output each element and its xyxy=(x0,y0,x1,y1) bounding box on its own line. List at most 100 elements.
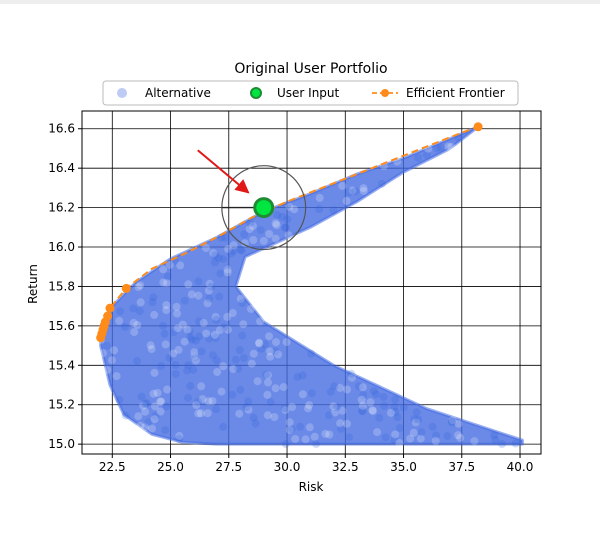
alternative-point xyxy=(338,181,347,190)
frontier-point xyxy=(105,303,115,313)
alternative-point xyxy=(186,382,195,390)
alternative-point xyxy=(202,329,211,338)
alternative-point xyxy=(163,385,172,394)
alternative-point xyxy=(180,296,189,305)
alternative-point xyxy=(337,424,345,433)
alternative-point xyxy=(315,193,324,202)
alternative-point xyxy=(216,269,225,278)
alternative-point xyxy=(212,405,221,414)
alternative-point xyxy=(448,417,457,426)
alternative-point xyxy=(151,412,160,420)
alternative-point xyxy=(271,347,280,356)
alternative-point xyxy=(283,215,292,224)
alternative-point xyxy=(157,397,166,406)
alternative-point xyxy=(238,299,247,307)
alternative-point xyxy=(169,349,178,358)
top-strip xyxy=(0,0,600,4)
alternative-point xyxy=(416,434,425,443)
alternative-point xyxy=(330,382,339,391)
alternative-point xyxy=(247,359,256,368)
alternative-point xyxy=(386,408,395,417)
alternative-point xyxy=(149,293,158,302)
alternative-point xyxy=(329,402,338,411)
alternative-point xyxy=(301,435,310,444)
alternative-point xyxy=(165,260,174,269)
alternative-point xyxy=(368,406,377,415)
alternative-point xyxy=(136,421,145,430)
alternative-point xyxy=(227,249,236,258)
alternative-point xyxy=(246,304,255,313)
alternative-point xyxy=(273,210,282,219)
alternative-point xyxy=(345,433,353,442)
alternative-point xyxy=(298,371,307,380)
alternative-point xyxy=(231,355,240,364)
alternative-point xyxy=(223,264,232,273)
alternative-point xyxy=(265,347,274,356)
alternative-point xyxy=(412,408,421,417)
alternative-point xyxy=(431,437,440,445)
alternative-point xyxy=(330,408,339,417)
alternative-point xyxy=(150,415,159,424)
alternative-point xyxy=(135,307,144,316)
y-tick-label: 15.2 xyxy=(48,398,75,412)
alternative-point xyxy=(121,411,130,420)
alternative-point xyxy=(490,431,499,440)
alternative-point xyxy=(173,309,182,318)
alternative-point xyxy=(163,272,172,281)
alternative-point xyxy=(358,401,367,410)
alternative-point xyxy=(183,325,192,334)
alternative-point xyxy=(256,226,265,235)
alternative-point xyxy=(194,291,203,300)
alternative-point xyxy=(184,361,193,370)
alternative-point xyxy=(393,413,402,422)
alternative-point xyxy=(261,340,270,349)
alternative-point xyxy=(264,378,272,387)
alternative-point xyxy=(217,387,226,396)
alternative-point xyxy=(391,430,400,439)
alternative-point xyxy=(234,364,243,373)
alternative-point xyxy=(293,373,302,381)
alternative-point xyxy=(142,399,151,408)
alternative-point xyxy=(196,409,205,418)
alternative-point xyxy=(259,236,268,245)
alternative-point xyxy=(345,188,353,197)
alternative-point xyxy=(498,440,506,448)
frontier-point xyxy=(473,122,483,132)
alternative-point xyxy=(249,349,258,358)
alternative-point xyxy=(228,309,237,317)
alternative-point xyxy=(244,397,253,406)
alternative-point xyxy=(296,422,305,431)
legend: Alternative User Input Efficient Frontie… xyxy=(102,80,519,106)
alternative-point xyxy=(291,435,300,443)
alternative-point xyxy=(391,407,400,416)
alternative-point xyxy=(202,244,210,253)
alternative-point xyxy=(211,334,220,342)
x-tick-label: 25.0 xyxy=(157,460,184,474)
alternative-point xyxy=(149,389,158,398)
alternative-point xyxy=(444,142,453,151)
alternative-point xyxy=(249,236,258,244)
scatter-cloud xyxy=(96,125,524,448)
alternative-point xyxy=(324,411,333,420)
alternative-point xyxy=(443,432,452,441)
alternative-point xyxy=(203,299,212,308)
alternative-point xyxy=(265,332,274,341)
alternative-point xyxy=(229,241,238,250)
alternative-point xyxy=(215,292,224,301)
alternative-point xyxy=(115,316,124,325)
alternative-point xyxy=(235,409,244,418)
alternative-point xyxy=(220,323,229,332)
y-tick-label: 15.4 xyxy=(48,358,75,372)
alternative-point xyxy=(395,424,404,432)
alternative-point xyxy=(156,407,165,416)
legend-frame xyxy=(102,80,519,106)
alternative-point xyxy=(235,346,244,354)
alternative-point xyxy=(436,143,445,152)
alternative-point xyxy=(379,392,388,401)
alternative-point xyxy=(133,321,142,329)
alternative-point xyxy=(120,322,129,331)
alternative-point xyxy=(197,347,206,356)
alternative-point xyxy=(248,222,257,230)
alternative-point xyxy=(369,407,377,415)
